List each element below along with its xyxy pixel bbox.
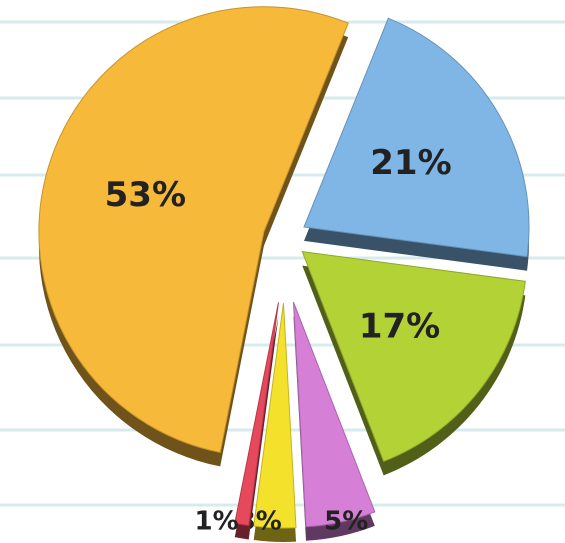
value-label: 53% — [105, 175, 186, 215]
value-label: 5% — [324, 507, 368, 537]
slice — [38, 6, 349, 454]
value-label: 21% — [370, 143, 451, 183]
value-label: 17% — [359, 307, 440, 347]
slice — [234, 302, 279, 527]
slice — [292, 301, 376, 528]
slice — [301, 250, 526, 463]
value-label: 1% — [195, 507, 239, 537]
slice — [303, 17, 530, 258]
slice — [253, 302, 297, 529]
